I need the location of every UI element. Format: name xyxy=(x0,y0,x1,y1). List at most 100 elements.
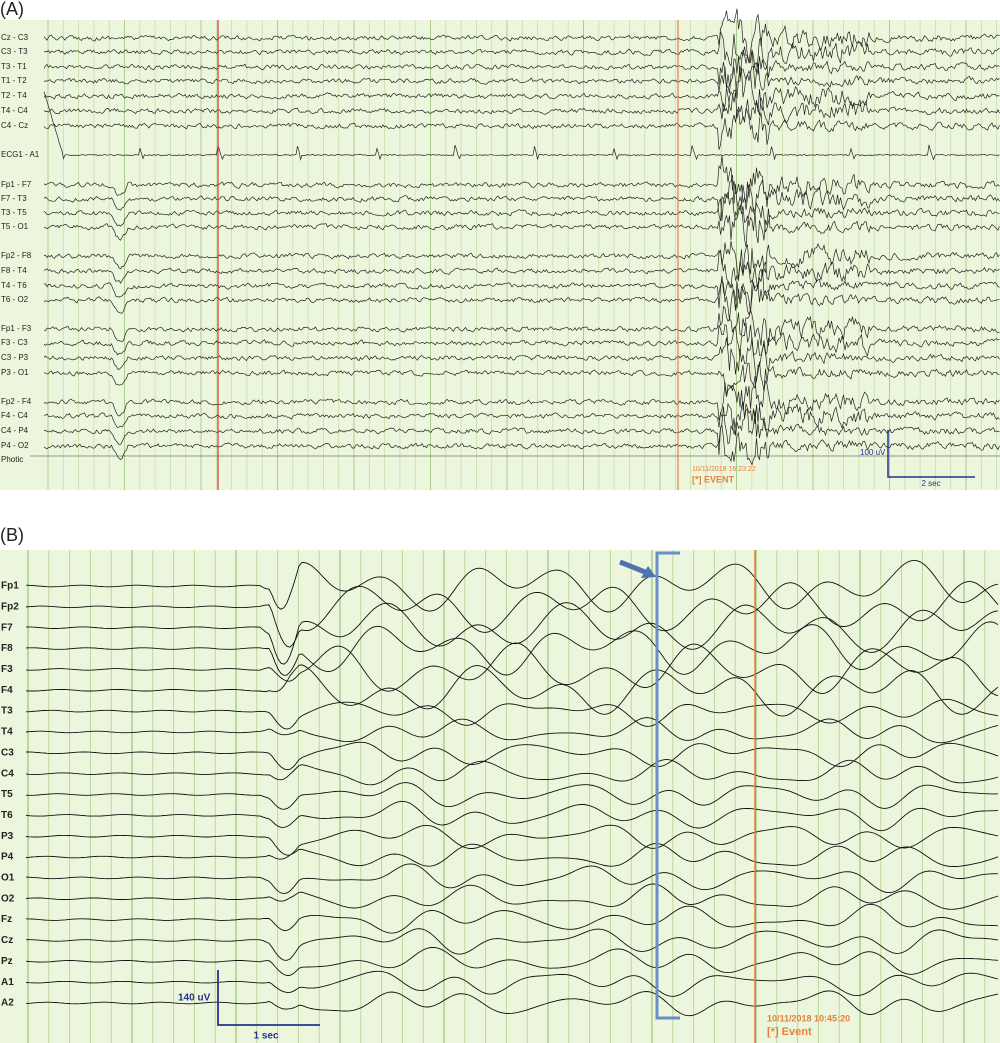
eeg-trace xyxy=(43,174,1000,222)
eeg-trace xyxy=(43,30,1000,73)
channel-label: C3 - T3 xyxy=(1,47,28,56)
channel-label: T3 xyxy=(1,706,13,717)
event-time: 10/11/2018 16:23:22 xyxy=(692,466,756,473)
channel-label: P4 xyxy=(1,852,14,863)
eeg-trace xyxy=(25,800,999,832)
channel-label: T4 - C4 xyxy=(1,106,28,115)
channel-label: Cz - C3 xyxy=(1,33,29,42)
channel-label: T2 - T4 xyxy=(1,91,27,100)
eeg-trace xyxy=(25,621,999,676)
eeg-trace xyxy=(43,49,1000,94)
channel-label: Fp2 xyxy=(1,601,19,612)
bracket xyxy=(655,551,680,1020)
eeg-trace xyxy=(43,91,1000,161)
eeg-trace xyxy=(25,759,999,786)
channel-label: T4 xyxy=(1,727,13,738)
eeg-trace xyxy=(43,361,1000,397)
scale-bar xyxy=(217,970,320,1026)
channel-label: F3 - C3 xyxy=(1,338,28,347)
eeg-trace xyxy=(43,68,1000,112)
event-time: 10/11/2018 10:45:20 xyxy=(767,1013,850,1023)
eeg-trace xyxy=(43,424,1000,466)
channel-label: F8 - T4 xyxy=(1,266,27,275)
eeg-trace xyxy=(43,91,1000,126)
panel-label: (B) xyxy=(0,525,24,545)
eeg-trace xyxy=(43,375,1000,421)
eeg-trace xyxy=(43,8,1000,63)
channel-label: Fz xyxy=(1,914,12,925)
channel-label: Fp2 - F4 xyxy=(1,397,32,406)
channel-label: F7 - T3 xyxy=(1,194,27,203)
eeg-trace xyxy=(43,195,1000,248)
scale-bar xyxy=(887,430,975,478)
scale-amplitude: 100 uV xyxy=(860,448,886,457)
channel-label: T6 xyxy=(1,810,13,821)
channel-label: T3 - T1 xyxy=(1,62,27,71)
eeg-trace xyxy=(43,401,1000,435)
channel-label: C4 - Cz xyxy=(1,121,28,130)
channel-label: Pz xyxy=(1,956,13,967)
panel-b-grid xyxy=(27,550,986,1043)
channel-label: A1 xyxy=(1,977,14,988)
channel-label: A2 xyxy=(1,998,14,1009)
panel-label: (A) xyxy=(0,0,24,19)
channel-label: Cz xyxy=(1,935,13,946)
arrow-head xyxy=(641,566,656,578)
eeg-trace xyxy=(25,581,999,648)
eeg-trace xyxy=(25,642,999,697)
scale-time: 2 sec xyxy=(921,479,940,488)
channel-label: F4 - C4 xyxy=(1,411,28,420)
eeg-trace xyxy=(26,741,999,771)
channel-label: O1 xyxy=(1,873,15,884)
panel-a-grid xyxy=(47,20,997,490)
channel-label: C3 - P3 xyxy=(1,353,29,362)
channel-label: P3 - O1 xyxy=(1,368,29,377)
eeg-trace xyxy=(25,903,999,934)
channel-label: F7 xyxy=(1,622,13,633)
eeg-trace xyxy=(43,279,1000,321)
eeg-trace xyxy=(43,336,1000,382)
eeg-trace xyxy=(25,863,998,895)
eeg-trace xyxy=(43,305,1000,347)
eeg-trace xyxy=(43,192,1000,233)
eeg-trace xyxy=(43,322,1000,357)
channel-label: T4 - T6 xyxy=(1,281,27,290)
channel-label: C3 xyxy=(1,747,14,758)
channel-label: Fp1 xyxy=(1,581,19,592)
eeg-trace xyxy=(25,990,999,1017)
channel-label: ECG1 - A1 xyxy=(1,150,40,159)
event-label: [*] EVENT xyxy=(692,474,735,484)
channel-label: F8 xyxy=(1,643,13,654)
channel-label: T3 - T5 xyxy=(1,208,27,217)
event-label: [*] Event xyxy=(767,1026,812,1038)
channel-label: F3 xyxy=(1,664,13,675)
eeg-trace xyxy=(25,782,999,810)
scale-amplitude: 140 uV xyxy=(178,993,211,1004)
eeg-trace xyxy=(43,248,1000,292)
eeg-trace xyxy=(43,241,1000,279)
channel-label: Fp1 - F3 xyxy=(1,324,32,333)
panel-b-background xyxy=(0,550,1000,1043)
eeg-trace xyxy=(25,946,999,976)
channel-label: P3 xyxy=(1,831,14,842)
channel-label: Fp1 - F7 xyxy=(1,180,32,189)
channel-label: T6 - O2 xyxy=(1,295,29,304)
channel-label: P4 - O2 xyxy=(1,441,29,450)
eeg-trace xyxy=(43,63,1000,99)
panel-a-traces: Cz - C3 C3 - T3 T3 - T1 T1 - T2 T2 - T4 T4 - … xyxy=(1,8,1000,466)
eeg-trace xyxy=(25,698,999,730)
eeg-trace xyxy=(25,664,999,717)
eeg-trace xyxy=(43,107,1000,150)
eeg-trace xyxy=(26,928,999,961)
channel-label: T5 - O1 xyxy=(1,222,29,231)
channel-label: Photic xyxy=(1,455,23,464)
eeg-trace xyxy=(43,266,1000,313)
channel-label: Fp2 - F8 xyxy=(1,251,32,260)
panel-b-traces: Fp1 Fp2 F7 F8 F3 F4 T3 T4 C3 C4 T5 T6 P3 P4 O1 O2 Fz Cz Pz… xyxy=(1,559,999,1017)
eeg-trace xyxy=(25,717,999,744)
channel-label: C4 - P4 xyxy=(1,426,29,435)
eeg-trace xyxy=(25,824,999,856)
channel-label: O2 xyxy=(1,893,15,904)
